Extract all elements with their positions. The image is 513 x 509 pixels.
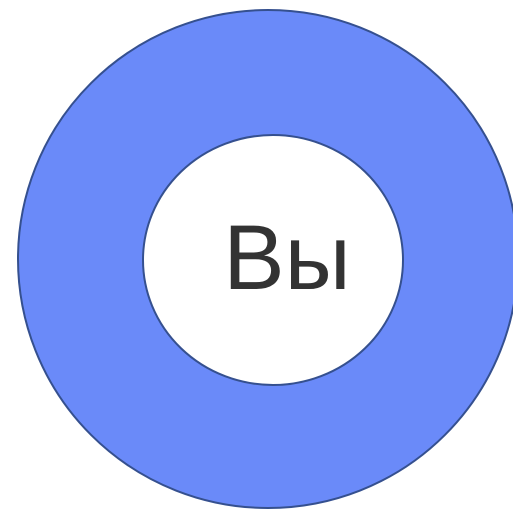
inner-circle: [142, 134, 404, 386]
center-label: Вы: [223, 207, 351, 309]
